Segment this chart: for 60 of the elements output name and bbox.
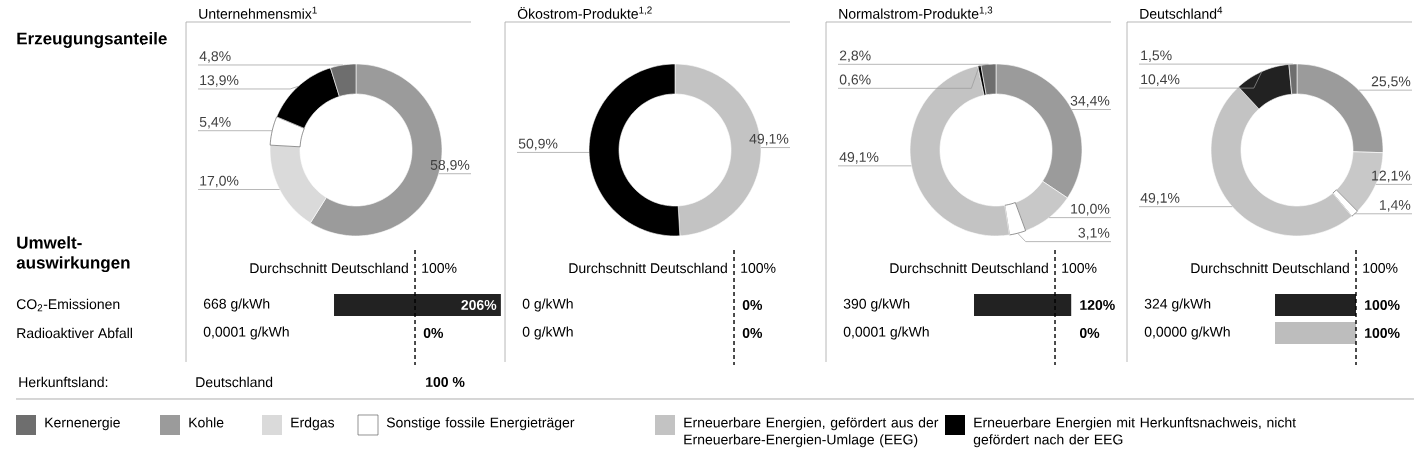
data-label: 17,0% bbox=[200, 175, 239, 188]
legend-label: Kohle bbox=[189, 417, 224, 428]
chart-title: Normalstrom-Produkte$^{1,3}$ bbox=[839, 6, 993, 19]
legend-label: Kernenergie bbox=[45, 417, 120, 431]
text: 0 g/kWh bbox=[522, 326, 573, 340]
category-label: CO$_{2}$-Emissionen bbox=[16, 298, 120, 312]
legend-label: Erneuerbare Energien mit Herkunftsnachweis, nicht gefördert nach der EEG bbox=[973, 417, 1296, 448]
data-label: 12,1% bbox=[1372, 170, 1411, 183]
data-label: 100% bbox=[1365, 328, 1400, 338]
data-label: 13,9% bbox=[200, 75, 239, 87]
chart-title: Deutschland$^{4}$ bbox=[1140, 6, 1223, 19]
data-label: 4,8% bbox=[199, 51, 231, 63]
data-label: 5,4% bbox=[199, 116, 231, 129]
data-label: 0% bbox=[742, 300, 763, 310]
text: 668 g/kWh bbox=[203, 298, 270, 312]
text: Durchschnitt Deutschland bbox=[1191, 262, 1349, 274]
text: 100% bbox=[1062, 263, 1097, 273]
data-label: 34,4% bbox=[1070, 95, 1110, 108]
text: 100 % bbox=[426, 377, 465, 387]
data-label: 1,5% bbox=[1141, 50, 1172, 62]
data-label: 10,0% bbox=[1071, 203, 1110, 216]
data-label: 0% bbox=[742, 328, 763, 338]
text: 0,0001 g/kWh bbox=[203, 326, 289, 340]
text: 390 g/kWh bbox=[843, 298, 910, 312]
data-label: 49,1% bbox=[839, 152, 879, 164]
text: Umwelt-auswirkungen bbox=[16, 236, 130, 273]
text: 0 g/kWh bbox=[522, 298, 573, 312]
data-label: 3,1% bbox=[1078, 227, 1110, 240]
data-label: 50,9% bbox=[518, 138, 558, 151]
text: Durchschnitt Deutschland bbox=[569, 262, 727, 274]
text: Durchschnitt Deutschland bbox=[890, 262, 1048, 274]
text: 324 g/kWh bbox=[1144, 298, 1211, 312]
text: Durchschnitt Deutschland bbox=[250, 262, 408, 274]
data-label: 58,9% bbox=[430, 159, 470, 172]
text: Erzeugungsanteile bbox=[17, 32, 167, 48]
data-label: 120% bbox=[1080, 300, 1115, 310]
data-label: 100% bbox=[1365, 300, 1400, 310]
data-label: 2,8% bbox=[839, 50, 871, 63]
chart-title: Ökostrom-Produkte$^{1,2}$ bbox=[517, 6, 652, 19]
category-label: Radioaktiver Abfall bbox=[17, 327, 132, 339]
legend-label: Erdgas bbox=[291, 417, 335, 431]
data-label: 25,5% bbox=[1371, 76, 1411, 88]
data-label: 0% bbox=[1079, 328, 1100, 338]
text: 100% bbox=[741, 263, 776, 273]
text: Deutschland bbox=[196, 376, 273, 388]
chart-title: Unternehmensmix$^{1}$ bbox=[199, 6, 317, 19]
legend-label: Sonstige fossile Energieträger bbox=[386, 417, 575, 431]
text: 100% bbox=[1363, 263, 1398, 273]
text: 0,0000 g/kWh bbox=[1144, 326, 1230, 340]
text: Herkunftsland: bbox=[19, 376, 108, 388]
legend-label: Erneuerbare Energien, gefördert aus der Erneuerbare-Energien-Umlage (EEG) bbox=[684, 417, 939, 448]
data-label: 0% bbox=[423, 328, 444, 338]
data-label: 10,4% bbox=[1141, 74, 1180, 86]
data-label: 49,1% bbox=[749, 133, 789, 146]
data-label: 206% bbox=[461, 300, 497, 310]
data-label: 1,4% bbox=[1379, 200, 1411, 212]
text: 0,0001 g/kWh bbox=[843, 326, 929, 340]
data-label: 49,1% bbox=[1140, 192, 1180, 205]
data-label: 0,6% bbox=[839, 74, 871, 87]
text: 100% bbox=[422, 263, 457, 273]
